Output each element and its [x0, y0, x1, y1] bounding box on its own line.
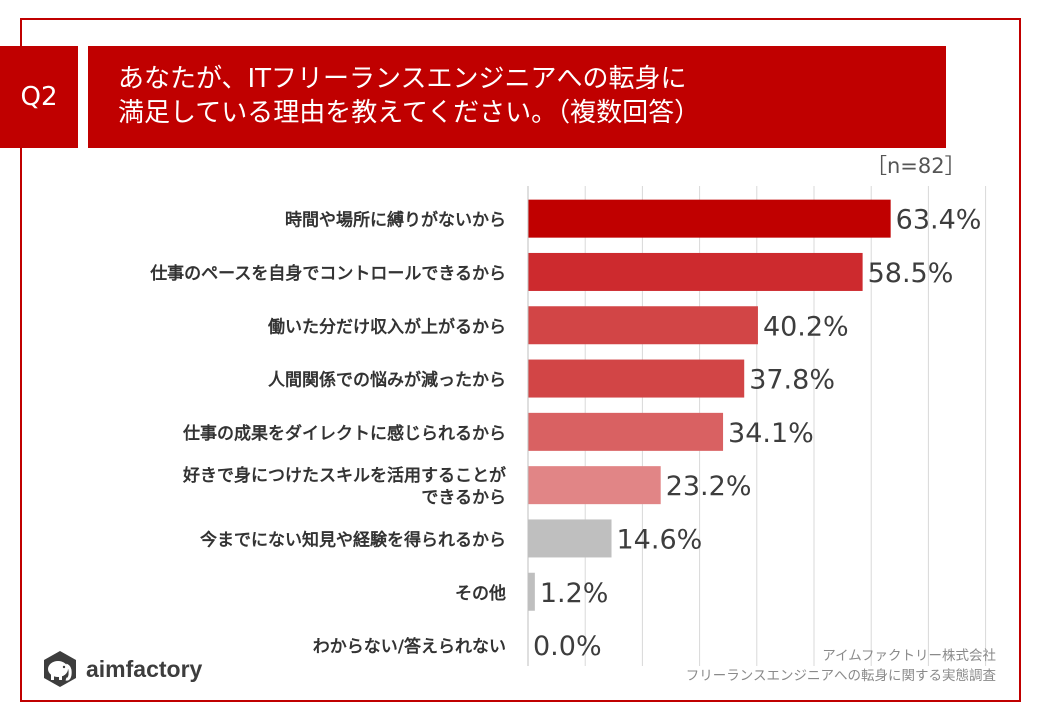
bar — [528, 466, 661, 505]
category-label: 働いた分だけ収入が上がるから — [267, 316, 506, 337]
category-label: できるから — [421, 488, 506, 508]
bar — [528, 252, 863, 291]
question-title-line1: あなたが、ITフリーランスエンジニアへの転身に — [118, 64, 687, 94]
category-label: 人間関係での悩みが減ったから — [268, 370, 506, 391]
value-label: 23.2% — [666, 471, 752, 502]
value-label: 0.0% — [533, 631, 602, 662]
category-label: 仕事の成果をダイレクトに感じられるから — [182, 423, 506, 444]
source-credit: アイムファクトリー株式会社 フリーランスエンジニアへの転身に関する実態調査 — [686, 646, 996, 686]
company-name: アイムファクトリー株式会社 — [822, 648, 996, 664]
category-label: 今までにない知見や経験を得られるから — [200, 529, 506, 550]
question-number: Q2 — [20, 82, 58, 112]
question-title: あなたが、ITフリーランスエンジニアへの転身に 満足している理由を教えてください… — [88, 46, 946, 148]
category-label: その他 — [455, 583, 506, 604]
sample-size: ［n=82］ — [866, 154, 966, 178]
category-label: 仕事のペースを自身でコントロールできるから — [149, 263, 506, 284]
company-logo: aimfactory — [40, 648, 202, 690]
elephant-icon — [44, 651, 76, 687]
value-label: 40.2% — [763, 311, 849, 342]
value-label: 34.1% — [728, 418, 814, 449]
bar — [528, 519, 612, 558]
bar — [528, 199, 891, 238]
value-label: 58.5% — [868, 258, 954, 289]
question-title-line2: 満足している理由を教えてください。（複数回答） — [118, 98, 701, 128]
logo-text: aimfactory — [86, 655, 203, 682]
question-badge: Q2 — [0, 46, 78, 148]
category-label: わからない/答えられない — [313, 636, 506, 657]
value-label: 1.2% — [540, 578, 609, 609]
bar — [528, 359, 745, 398]
bar — [528, 412, 724, 451]
value-label: 63.4% — [896, 205, 982, 236]
outer-frame — [20, 18, 1021, 702]
bar — [528, 572, 535, 611]
bar — [528, 306, 758, 345]
category-label: 時間や場所に縛りがないから — [285, 210, 506, 231]
value-label: 37.8% — [749, 365, 835, 396]
value-label: 14.6% — [617, 524, 703, 555]
survey-name: フリーランスエンジニアへの転身に関する実態調査 — [685, 668, 996, 684]
category-label: 好きで身につけたスキルを活用することが — [182, 465, 506, 486]
